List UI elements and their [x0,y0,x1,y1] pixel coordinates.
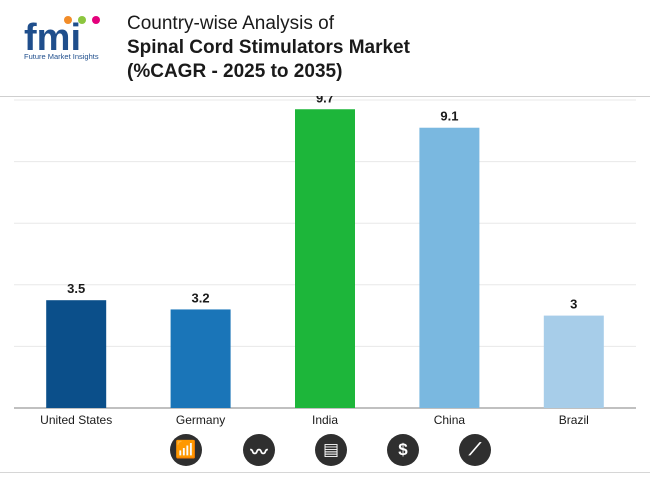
fmi-logo: fmi [24,16,100,59]
trend-analysis-icon: 〰 [243,434,275,466]
bar-united-states [46,300,107,408]
data-label: 3 [570,297,577,312]
chart-title: Country-wise Analysis of Spinal Cord Sti… [127,12,627,84]
bar-germany [170,309,231,408]
title-line-3: (%CAGR - 2025 to 2035) [127,61,343,82]
title-line-1: Country-wise Analysis of [127,13,334,34]
footer-icons: 📶 〰 ▤ $ ⟋ [0,434,650,470]
logo-text: fmi [24,17,81,59]
title-line-2: Spinal Cord Stimulators Market [127,37,410,58]
logo-dot-orange [64,16,72,24]
data-label: 9.7 [316,96,334,105]
dollar-icon: $ [387,434,419,466]
chart-header: fmi Future Market Insights Country-wise … [0,0,650,97]
logo-tagline: Future Market Insights [24,52,99,61]
growth-chart-icon: 📶 [170,434,202,466]
data-label: 3.2 [192,290,210,305]
x-tick-label: China [434,413,466,427]
data-label: 3.5 [67,281,85,296]
report-document-icon: ▤ [315,434,347,466]
data-label: 9.1 [440,109,458,124]
logo-dot-green [78,16,86,24]
bar-chart: 3.5 United States 3.2 Germany 9.7 India 9.1 Chi… [14,96,636,427]
bar-brazil [543,315,604,408]
x-tick-label: India [312,413,338,427]
logo-dot-pink [92,16,100,24]
bar-china [419,127,480,408]
bar-india [295,109,355,409]
x-tick-label: Brazil [559,413,589,427]
x-tick-label: Germany [176,413,225,427]
line-chart-icon: ⟋ [459,434,491,466]
x-tick-label: United States [40,413,112,427]
footer-divider [0,472,650,473]
